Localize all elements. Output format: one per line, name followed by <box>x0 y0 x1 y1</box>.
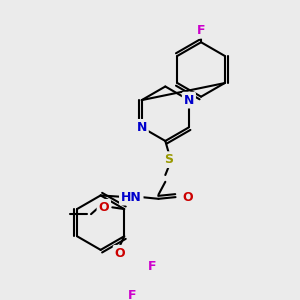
Text: S: S <box>164 153 173 166</box>
Text: O: O <box>182 190 193 204</box>
Text: N: N <box>184 94 194 106</box>
Text: F: F <box>197 24 205 37</box>
Text: F: F <box>128 289 136 300</box>
Text: N: N <box>136 121 147 134</box>
Text: O: O <box>115 247 125 260</box>
Text: F: F <box>148 260 157 273</box>
Text: O: O <box>98 201 109 214</box>
Text: HN: HN <box>121 190 142 204</box>
